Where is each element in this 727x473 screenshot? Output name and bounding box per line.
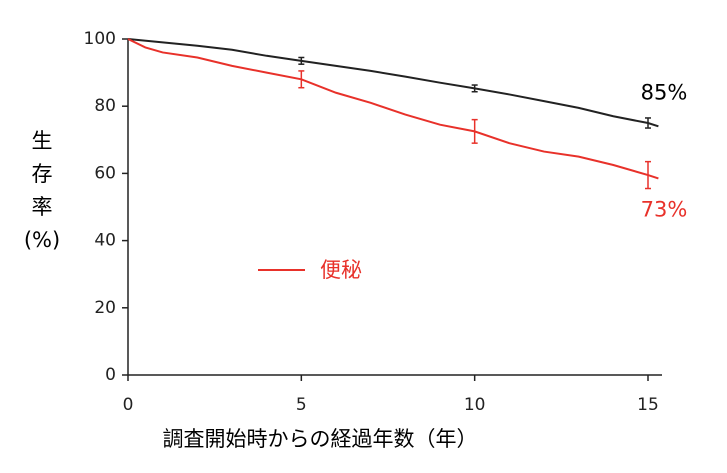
annotation: 73% bbox=[641, 197, 688, 221]
x-tick-label: 10 bbox=[464, 395, 486, 415]
survival-line bbox=[127, 38, 659, 128]
x-tick-label: 0 bbox=[123, 395, 134, 415]
error-bar bbox=[298, 56, 305, 65]
x-tick-label: 5 bbox=[296, 395, 307, 415]
error-bar bbox=[471, 118, 478, 144]
y-axis-label: (%) bbox=[24, 228, 60, 252]
y-tick-label: 40 bbox=[94, 231, 116, 251]
survival-line bbox=[127, 38, 659, 180]
error-bar bbox=[471, 84, 478, 93]
x-tick-label: 15 bbox=[637, 395, 659, 415]
error-bar bbox=[298, 70, 305, 89]
error-bar bbox=[645, 160, 651, 190]
x-axis-label: 調査開始時からの経過年数（年） bbox=[163, 427, 478, 451]
error-bar bbox=[645, 117, 651, 129]
y-tick-label: 20 bbox=[94, 298, 116, 318]
legend-label: 便秘 bbox=[320, 258, 362, 282]
y-tick-label: 100 bbox=[84, 29, 116, 49]
y-tick-label: 80 bbox=[94, 96, 116, 116]
y-axis-label: 存 bbox=[32, 162, 53, 186]
y-tick-label: 0 bbox=[105, 365, 116, 385]
annotation: 85% bbox=[641, 80, 688, 104]
y-axis-label: 生 bbox=[32, 129, 53, 153]
y-tick-label: 60 bbox=[94, 163, 116, 183]
y-axis-label: 率 bbox=[32, 195, 53, 219]
